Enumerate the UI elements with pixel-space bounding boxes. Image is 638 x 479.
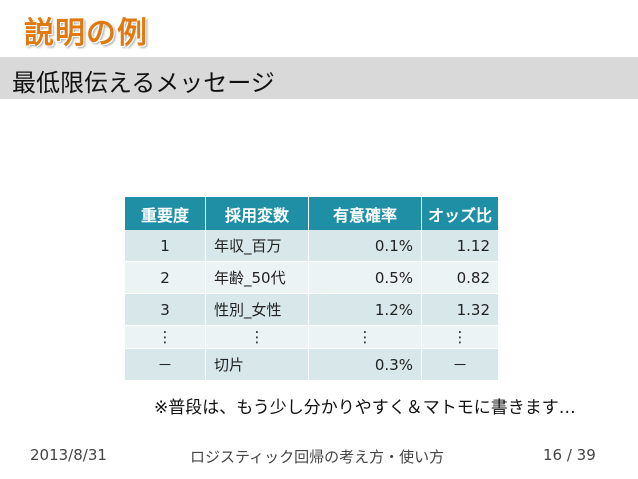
cell-variable: 切片 (205, 348, 309, 381)
cell-ellipsis: ⋮ (125, 325, 206, 349)
cell-ellipsis: ⋮ (308, 325, 422, 349)
cell-significance: 0.5% (308, 261, 422, 294)
cell-variable: 年収_百万 (205, 230, 309, 262)
page-number: 16 / 39 (543, 446, 596, 464)
cell-importance: 1 (125, 230, 206, 262)
header-importance: 重要度 (125, 197, 206, 230)
slide-title: 説明の例 (24, 16, 148, 51)
cell-ellipsis: ⋮ (421, 325, 499, 349)
slide-subtitle: 最低限伝えるメッセージ (12, 69, 275, 97)
cell-variable: 性別_女性 (205, 293, 309, 326)
cell-variable: 年齢_50代 (205, 261, 309, 294)
cell-odds-ratio: 0.82 (421, 261, 499, 294)
footer-date: 2013/8/31 (30, 446, 107, 464)
table-header-row: 重要度 採用変数 有意確率 オッズ比 (125, 197, 499, 230)
note-text: ※普段は、もう少し分かりやすく＆マトモに書きます… (154, 398, 576, 418)
cell-odds-ratio: 1.32 (421, 293, 499, 326)
header-odds-ratio: オッズ比 (421, 197, 499, 230)
cell-ellipsis: ⋮ (205, 325, 309, 349)
cell-odds-ratio: － (421, 348, 499, 381)
footer-title: ロジスティック回帰の考え方・使い方 (190, 448, 445, 466)
cell-significance: 0.1% (308, 230, 422, 262)
header-variable: 採用変数 (205, 197, 309, 230)
cell-significance: 1.2% (308, 293, 422, 326)
cell-odds-ratio: 1.12 (421, 230, 499, 262)
table-row: 3 性別_女性 1.2% 1.32 (125, 293, 499, 326)
regression-table: 重要度 採用変数 有意確率 オッズ比 1 年収_百万 0.1% 1.12 2 年… (125, 197, 499, 381)
table-row-ellipsis: ⋮ ⋮ ⋮ ⋮ (125, 325, 499, 349)
cell-importance: 3 (125, 293, 206, 326)
cell-importance: － (125, 348, 206, 381)
cell-importance: 2 (125, 261, 206, 294)
header-significance: 有意確率 (308, 197, 422, 230)
cell-significance: 0.3% (308, 348, 422, 381)
table-row: 1 年収_百万 0.1% 1.12 (125, 230, 499, 262)
table-row: 2 年齢_50代 0.5% 0.82 (125, 261, 499, 294)
subtitle-bar: 最低限伝えるメッセージ (0, 57, 638, 99)
table-row: － 切片 0.3% － (125, 348, 499, 381)
